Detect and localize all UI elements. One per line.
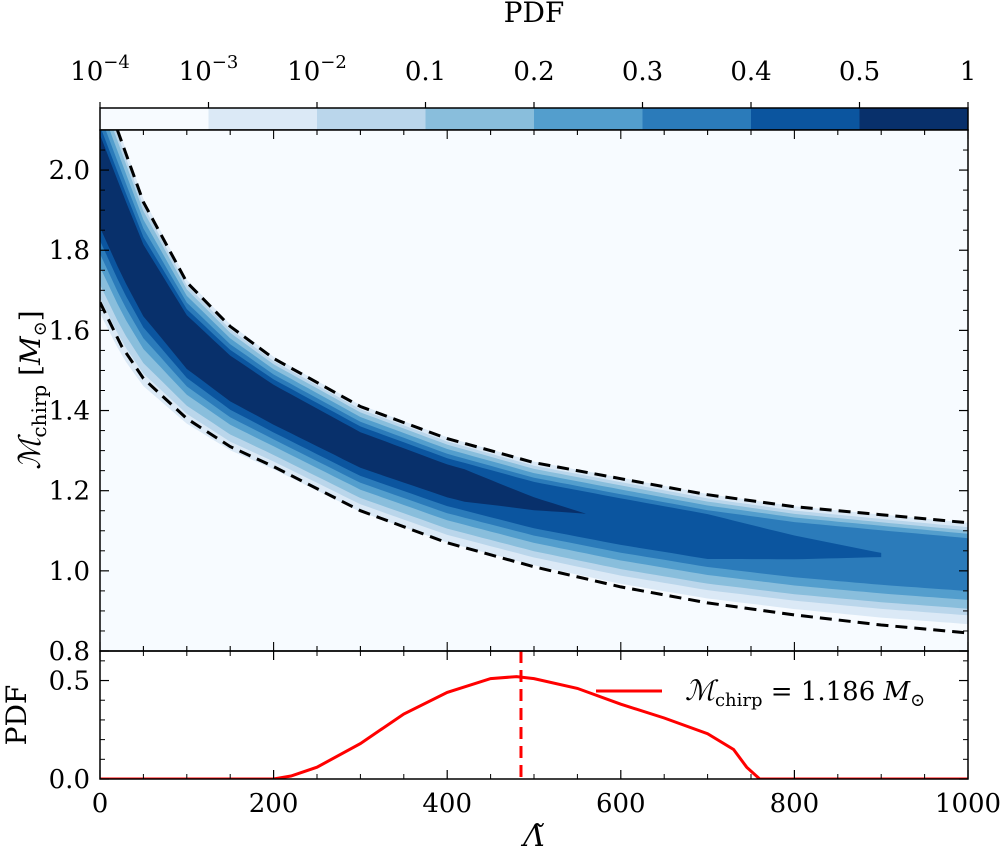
colorbar-cell bbox=[317, 108, 426, 130]
main-ticks: 0.8 1.0 1.2 1.4 1.6 1.8 2.0 bbox=[49, 130, 969, 667]
colorbar-ticks: 10−4 10−3 10−2 0.1 0.2 0.3 0.4 0.5 1 bbox=[70, 52, 976, 108]
colorbar-cell bbox=[425, 108, 535, 130]
dashed-bounds bbox=[100, 130, 968, 635]
lower-panel: 0 200 400 600 800 1000 0.0 0.5 PDF Λ̃ ℳchirp = … bbox=[0, 650, 1000, 854]
colorbar-tick-label: 0.2 bbox=[513, 57, 554, 87]
lower-x-tick-label: 400 bbox=[422, 789, 472, 819]
main-y-tick-label: 1.4 bbox=[49, 397, 90, 427]
lower-x-tick-label: 600 bbox=[596, 789, 646, 819]
lower-x-tick-label: 0 bbox=[92, 789, 109, 819]
colorbar-cell bbox=[534, 108, 643, 130]
main-y-axis-label: ℳchirp [M⊙] bbox=[13, 310, 51, 469]
pdf-series-line bbox=[100, 675, 968, 779]
colorbar-tick-label: 0.5 bbox=[839, 57, 880, 87]
main-y-tick-label: 1.8 bbox=[49, 236, 90, 266]
lower-x-tick-label: 1000 bbox=[935, 789, 1000, 819]
bound-curve-lower bbox=[100, 301, 968, 635]
colorbar-cell bbox=[751, 108, 860, 130]
lower-frame bbox=[99, 650, 969, 780]
colorbar-tick-label: 1 bbox=[960, 57, 977, 87]
colorbar-cell bbox=[208, 108, 318, 130]
legend: ℳchirp = 1.186 M⊙ bbox=[596, 674, 925, 711]
heatmap-band bbox=[100, 134, 587, 514]
lower-y-axis-label: PDF bbox=[0, 685, 33, 746]
colorbar-tick-label: 0.1 bbox=[405, 57, 446, 87]
colorbar: PDF 10−4 10−3 10−2 0.1 0.2 0.3 0.4 0.5 1 bbox=[70, 0, 976, 131]
colorbar-cell bbox=[859, 108, 969, 130]
main-y-tick-label: 1.0 bbox=[49, 557, 90, 587]
colorbar-cells bbox=[100, 108, 969, 130]
main-y-tick-label: 0.8 bbox=[49, 637, 90, 667]
heatmap-band bbox=[100, 130, 882, 560]
colorbar-cell bbox=[642, 108, 752, 130]
colorbar-tick-label: 0.3 bbox=[622, 57, 663, 87]
colorbar-tick-label: 10−2 bbox=[287, 52, 347, 87]
bound-curve-upper bbox=[115, 130, 968, 525]
main-y-tick-label: 1.6 bbox=[49, 316, 90, 346]
colorbar-cell bbox=[100, 108, 209, 130]
lower-plot bbox=[100, 651, 968, 779]
lower-y-tick-label: 0.0 bbox=[49, 765, 90, 795]
main-y-tick-label: 2.0 bbox=[49, 156, 90, 186]
main-y-tick-label: 1.2 bbox=[49, 477, 90, 507]
lower-y-tick-label: 0.5 bbox=[49, 667, 90, 697]
lower-x-axis-label: Λ̃ bbox=[520, 819, 545, 854]
colorbar-title: PDF bbox=[504, 0, 565, 29]
colorbar-tick-label: 10−4 bbox=[70, 52, 130, 87]
legend-label: ℳchirp = 1.186 M⊙ bbox=[685, 674, 925, 711]
lower-x-tick-label: 200 bbox=[249, 789, 299, 819]
lower-x-tick-label: 800 bbox=[770, 789, 820, 819]
colorbar-tick-label: 10−3 bbox=[179, 52, 239, 87]
main-panel: 0.8 1.0 1.2 1.4 1.6 1.8 2.0 ℳchirp [M⊙] bbox=[13, 129, 969, 667]
colorbar-tick-label: 0.4 bbox=[730, 57, 771, 87]
